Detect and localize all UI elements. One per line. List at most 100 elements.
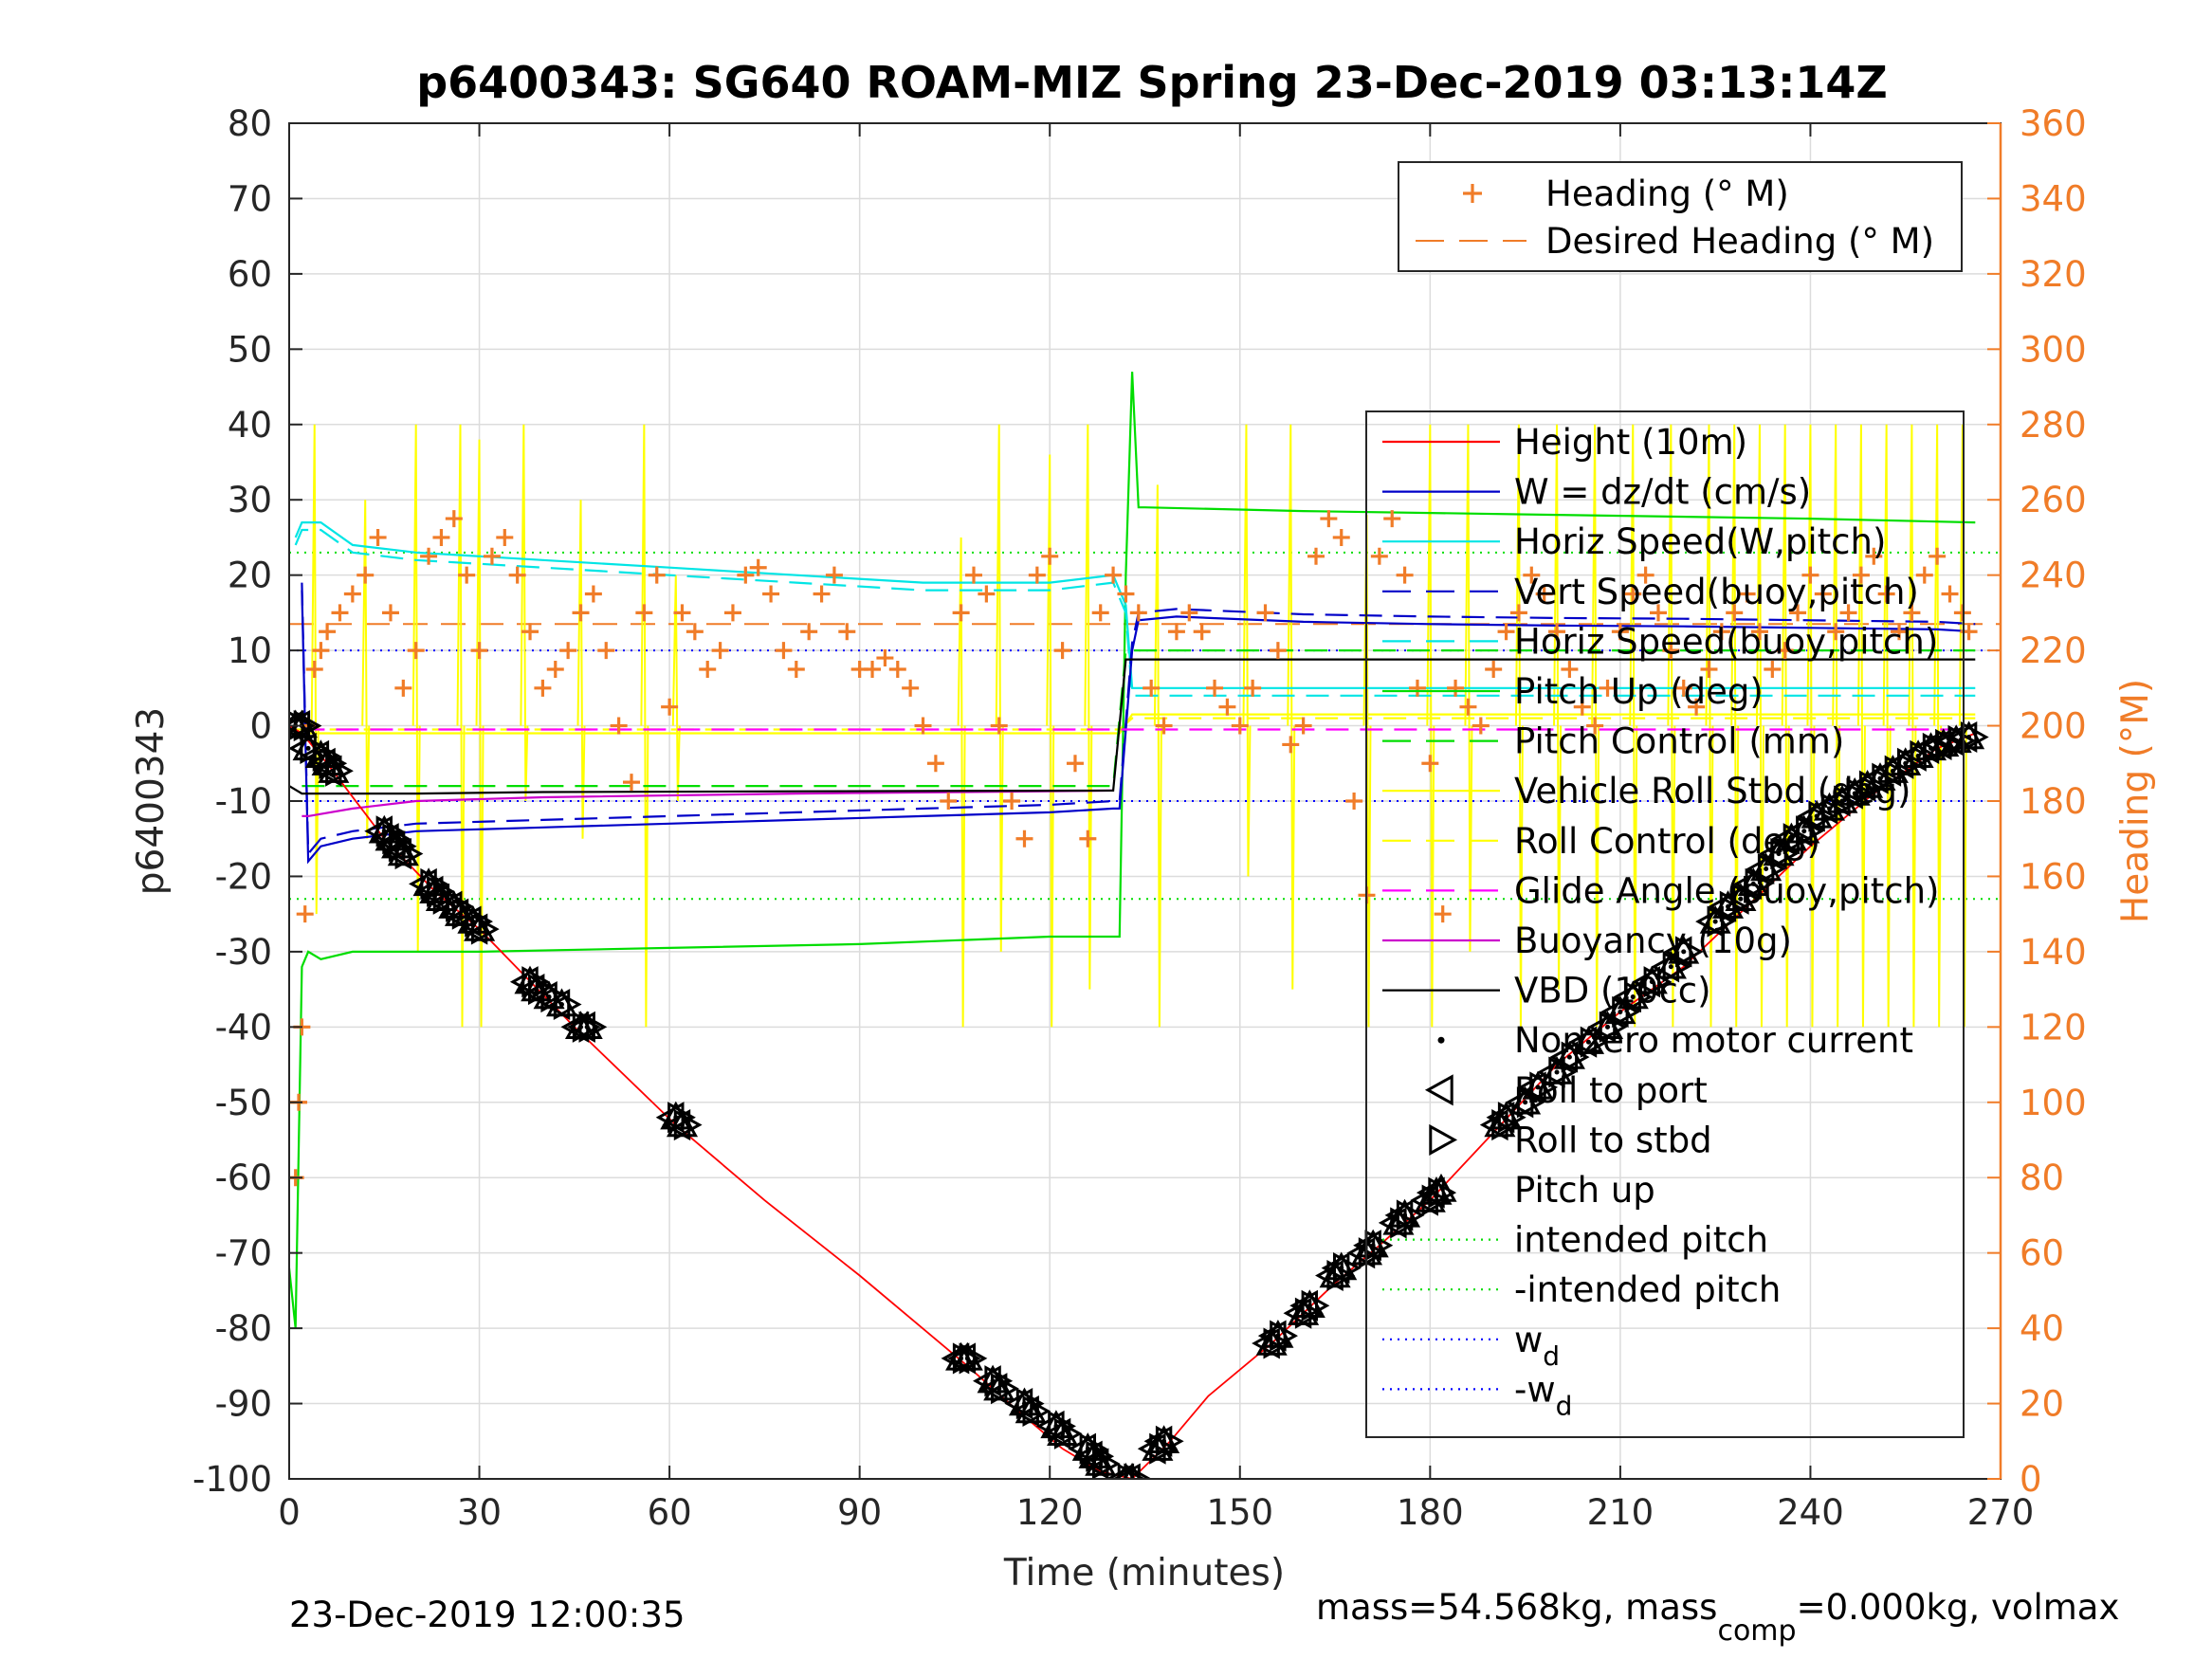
x-tick-label: 180: [1397, 1492, 1464, 1533]
y-tick-label-right: 120: [2020, 1007, 2087, 1048]
horiz-speed-line: [294, 520, 1976, 689]
legend-main-label: Pitch up: [1514, 1170, 1655, 1211]
heading-point: [952, 604, 970, 622]
motor-current-point: [1801, 829, 1807, 834]
heading-point: [1624, 585, 1642, 603]
motor-current-point: [1618, 1009, 1623, 1014]
y-tick-label-right: 160: [2020, 856, 2087, 897]
heading-point: [1345, 793, 1363, 810]
motor-current-point: [1098, 1461, 1104, 1467]
y-tick-label-right: 240: [2020, 556, 2087, 596]
heading-point: [1066, 755, 1084, 773]
x-tick-label: 90: [837, 1492, 882, 1533]
roll-stbd-spike: [957, 537, 966, 1028]
heading-point: [864, 660, 882, 678]
footer-mass-part2: =0.000kg, volmax: [1797, 1587, 2120, 1628]
heading-point: [1827, 623, 1845, 641]
y-tick-label-left: -10: [215, 781, 272, 822]
heading-point: [305, 660, 323, 678]
pitch-up-marker: [1484, 1108, 1516, 1138]
heading-point: [1915, 566, 1933, 584]
pitch-up-marker: [1085, 1448, 1117, 1476]
heading-point: [1865, 547, 1883, 565]
pitch-up-marker: [1572, 1026, 1605, 1054]
heading-point: [1561, 660, 1579, 678]
motor-current-point: [458, 911, 463, 917]
legend-main-label-text: Roll to port: [1514, 1070, 1708, 1111]
motor-current-point: [1630, 994, 1636, 1000]
marker-group: [289, 709, 1989, 1479]
motor-current-point: [1523, 1100, 1528, 1105]
heading-point: [534, 679, 552, 697]
heading-point: [1712, 623, 1730, 641]
pitch-up-marker: [951, 1341, 983, 1371]
heading-point: [407, 642, 425, 660]
y-tick-label-right: 100: [2020, 1083, 2087, 1123]
data-layer: [289, 372, 2001, 1479]
heading-point: [699, 660, 717, 678]
legend-main-label-text: VBD (10cc): [1514, 971, 1711, 1012]
legend-main: Height (10m) W = dz/dt (cm/s) Horiz Speed(…: [1365, 410, 1965, 1438]
heading-point: [312, 642, 330, 660]
heading-point: [1218, 698, 1236, 716]
heading-point: [369, 528, 387, 546]
motor-current-point: [305, 745, 311, 751]
roll-stbd-spike: [1426, 424, 1435, 1028]
y-tick-label-left: -40: [215, 1007, 272, 1048]
heading-point: [1636, 566, 1654, 584]
heading-point: [940, 793, 958, 810]
heading-point: [1256, 604, 1274, 622]
y-tick-label-right: 140: [2020, 932, 2087, 973]
heading-point: [1079, 830, 1097, 848]
heading-point: [1485, 660, 1503, 678]
roll-stbd-spike: [671, 574, 681, 802]
heading-point: [1459, 698, 1477, 716]
legend-main-label: Vehicle Roll Stbd (deg): [1514, 771, 1910, 811]
heading-point: [648, 566, 666, 584]
heading-point: [673, 604, 691, 622]
legend-main-label: Vert Speed(buoy,pitch): [1514, 572, 1919, 612]
heading-point: [508, 566, 526, 584]
motor-current-point: [477, 926, 483, 932]
y-tick-label-left: 80: [228, 103, 272, 144]
legend-main-label-text: W = dz/dt (cm/s): [1514, 472, 1811, 513]
pitch-up-marker: [1617, 980, 1649, 1010]
y-tick-label-left: 0: [249, 706, 272, 747]
roll-stbd-spike: [1781, 424, 1790, 1028]
x-tick-label: 210: [1587, 1492, 1654, 1533]
vbd-line: [289, 658, 1976, 795]
y-tick-label-left: -100: [192, 1459, 272, 1500]
motor-current-point: [546, 994, 552, 1000]
legend-main-label-sub: d: [1556, 1390, 1573, 1421]
legend-main-label-text: -w: [1514, 1369, 1556, 1410]
pitch-up-marker: [666, 1108, 699, 1138]
heading-point: [1764, 660, 1782, 678]
heading-point: [1941, 585, 1959, 603]
motor-current-point: [1750, 881, 1756, 886]
roll-stbd-spike: [411, 424, 421, 952]
y-tick-label-left: -20: [215, 856, 272, 897]
legend-main-label: Horiz Speed(buoy,pitch): [1514, 621, 1938, 662]
motor-current-point: [1738, 896, 1744, 902]
heading-point: [1611, 623, 1629, 641]
heading-point: [445, 510, 463, 528]
motor-current-point: [1681, 949, 1687, 955]
legend-main-label: Pitch Up (deg): [1514, 671, 1764, 712]
pitch-up-marker: [1288, 1297, 1320, 1325]
legend-main-label-text: Buoyancy (10g): [1514, 921, 1792, 961]
y-tick-label-right: 280: [2020, 405, 2087, 446]
heading-point: [686, 623, 704, 641]
footer-mass: mass=54.568kg, masscomp=0.000kg, volmax: [1316, 1587, 2119, 1648]
legend-main-label: W = dz/dt (cm/s): [1514, 472, 1811, 513]
y-tick-label-left: -90: [215, 1384, 272, 1425]
heading-point: [319, 623, 337, 641]
motor-current-point: [1554, 1069, 1560, 1075]
y-tick-label-left: 10: [228, 630, 272, 671]
heading-point: [1738, 585, 1756, 603]
heading-point: [1167, 623, 1185, 641]
roll-stbd-spike: [1832, 424, 1841, 1028]
heading-point: [1586, 717, 1604, 735]
heading-point: [1370, 547, 1388, 565]
heading-point: [470, 642, 488, 660]
